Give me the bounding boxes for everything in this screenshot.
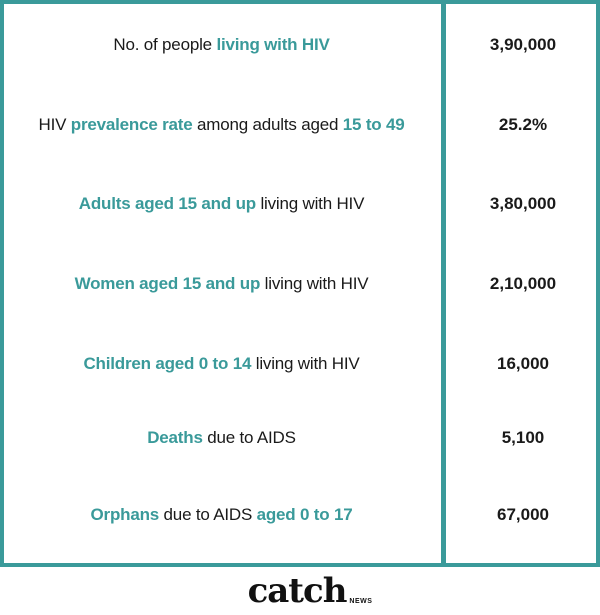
row-value: 67,000 (497, 505, 549, 524)
logo-wordmark: catch (247, 571, 348, 611)
column-divider (441, 0, 446, 567)
stats-table (0, 0, 600, 567)
table-row: Children aged 0 to 14 living with HIV 16,… (0, 344, 600, 384)
row-value: 3,90,000 (489, 35, 557, 54)
label-highlight: Adults aged 15 and up (78, 194, 256, 213)
label-highlight: living with HIV (216, 35, 330, 54)
row-value: 16,000 (497, 354, 549, 373)
label-highlight: aged 0 to 17 (256, 505, 353, 524)
label-text: among adults aged (192, 115, 343, 134)
label-highlight: Women aged 15 and up (74, 274, 261, 293)
row-value: 2,10,000 (489, 274, 557, 293)
catch-news-logo: catch NEWS (248, 574, 373, 608)
table-row: No. of people living with HIV 3,90,000 (0, 25, 600, 65)
row-label: Adults aged 15 and up living with HIV (0, 194, 443, 214)
row-label: No. of people living with HIV (0, 35, 443, 55)
label-highlight: Children aged 0 to 14 (83, 354, 252, 373)
label-text: living with HIV (251, 354, 360, 373)
label-text: living with HIV (260, 274, 369, 293)
label-highlight: Orphans (90, 505, 160, 524)
label-text: HIV (38, 115, 71, 134)
label-text: due to AIDS (159, 505, 257, 524)
row-value: 25.2% (498, 115, 548, 134)
table-row: Deaths due to AIDS 5,100 (0, 418, 600, 458)
table-row: Orphans due to AIDS aged 0 to 17 67,000 (0, 495, 600, 535)
label-highlight: Deaths (147, 428, 203, 447)
label-text: living with HIV (255, 194, 365, 213)
row-label: Deaths due to AIDS (0, 428, 443, 448)
row-label: Women aged 15 and up living with HIV (0, 274, 443, 294)
logo-subtext: NEWS (349, 598, 373, 605)
footer: catch NEWS (0, 567, 600, 615)
table-row: Women aged 15 and up living with HIV 2,10… (0, 264, 600, 304)
label-text: No. of people (113, 35, 217, 54)
label-text: due to AIDS (202, 428, 296, 447)
row-value: 3,80,000 (489, 194, 557, 213)
label-highlight: prevalence rate (70, 115, 193, 134)
label-highlight: 15 to 49 (342, 115, 405, 134)
table-row: Adults aged 15 and up living with HIV 3,8… (0, 184, 600, 224)
row-value: 5,100 (501, 428, 545, 447)
row-label: Children aged 0 to 14 living with HIV (0, 354, 443, 374)
row-label: Orphans due to AIDS aged 0 to 17 (0, 505, 443, 525)
table-row: HIV prevalence rate among adults aged 15… (0, 105, 600, 145)
row-label: HIV prevalence rate among adults aged 15… (0, 115, 443, 135)
